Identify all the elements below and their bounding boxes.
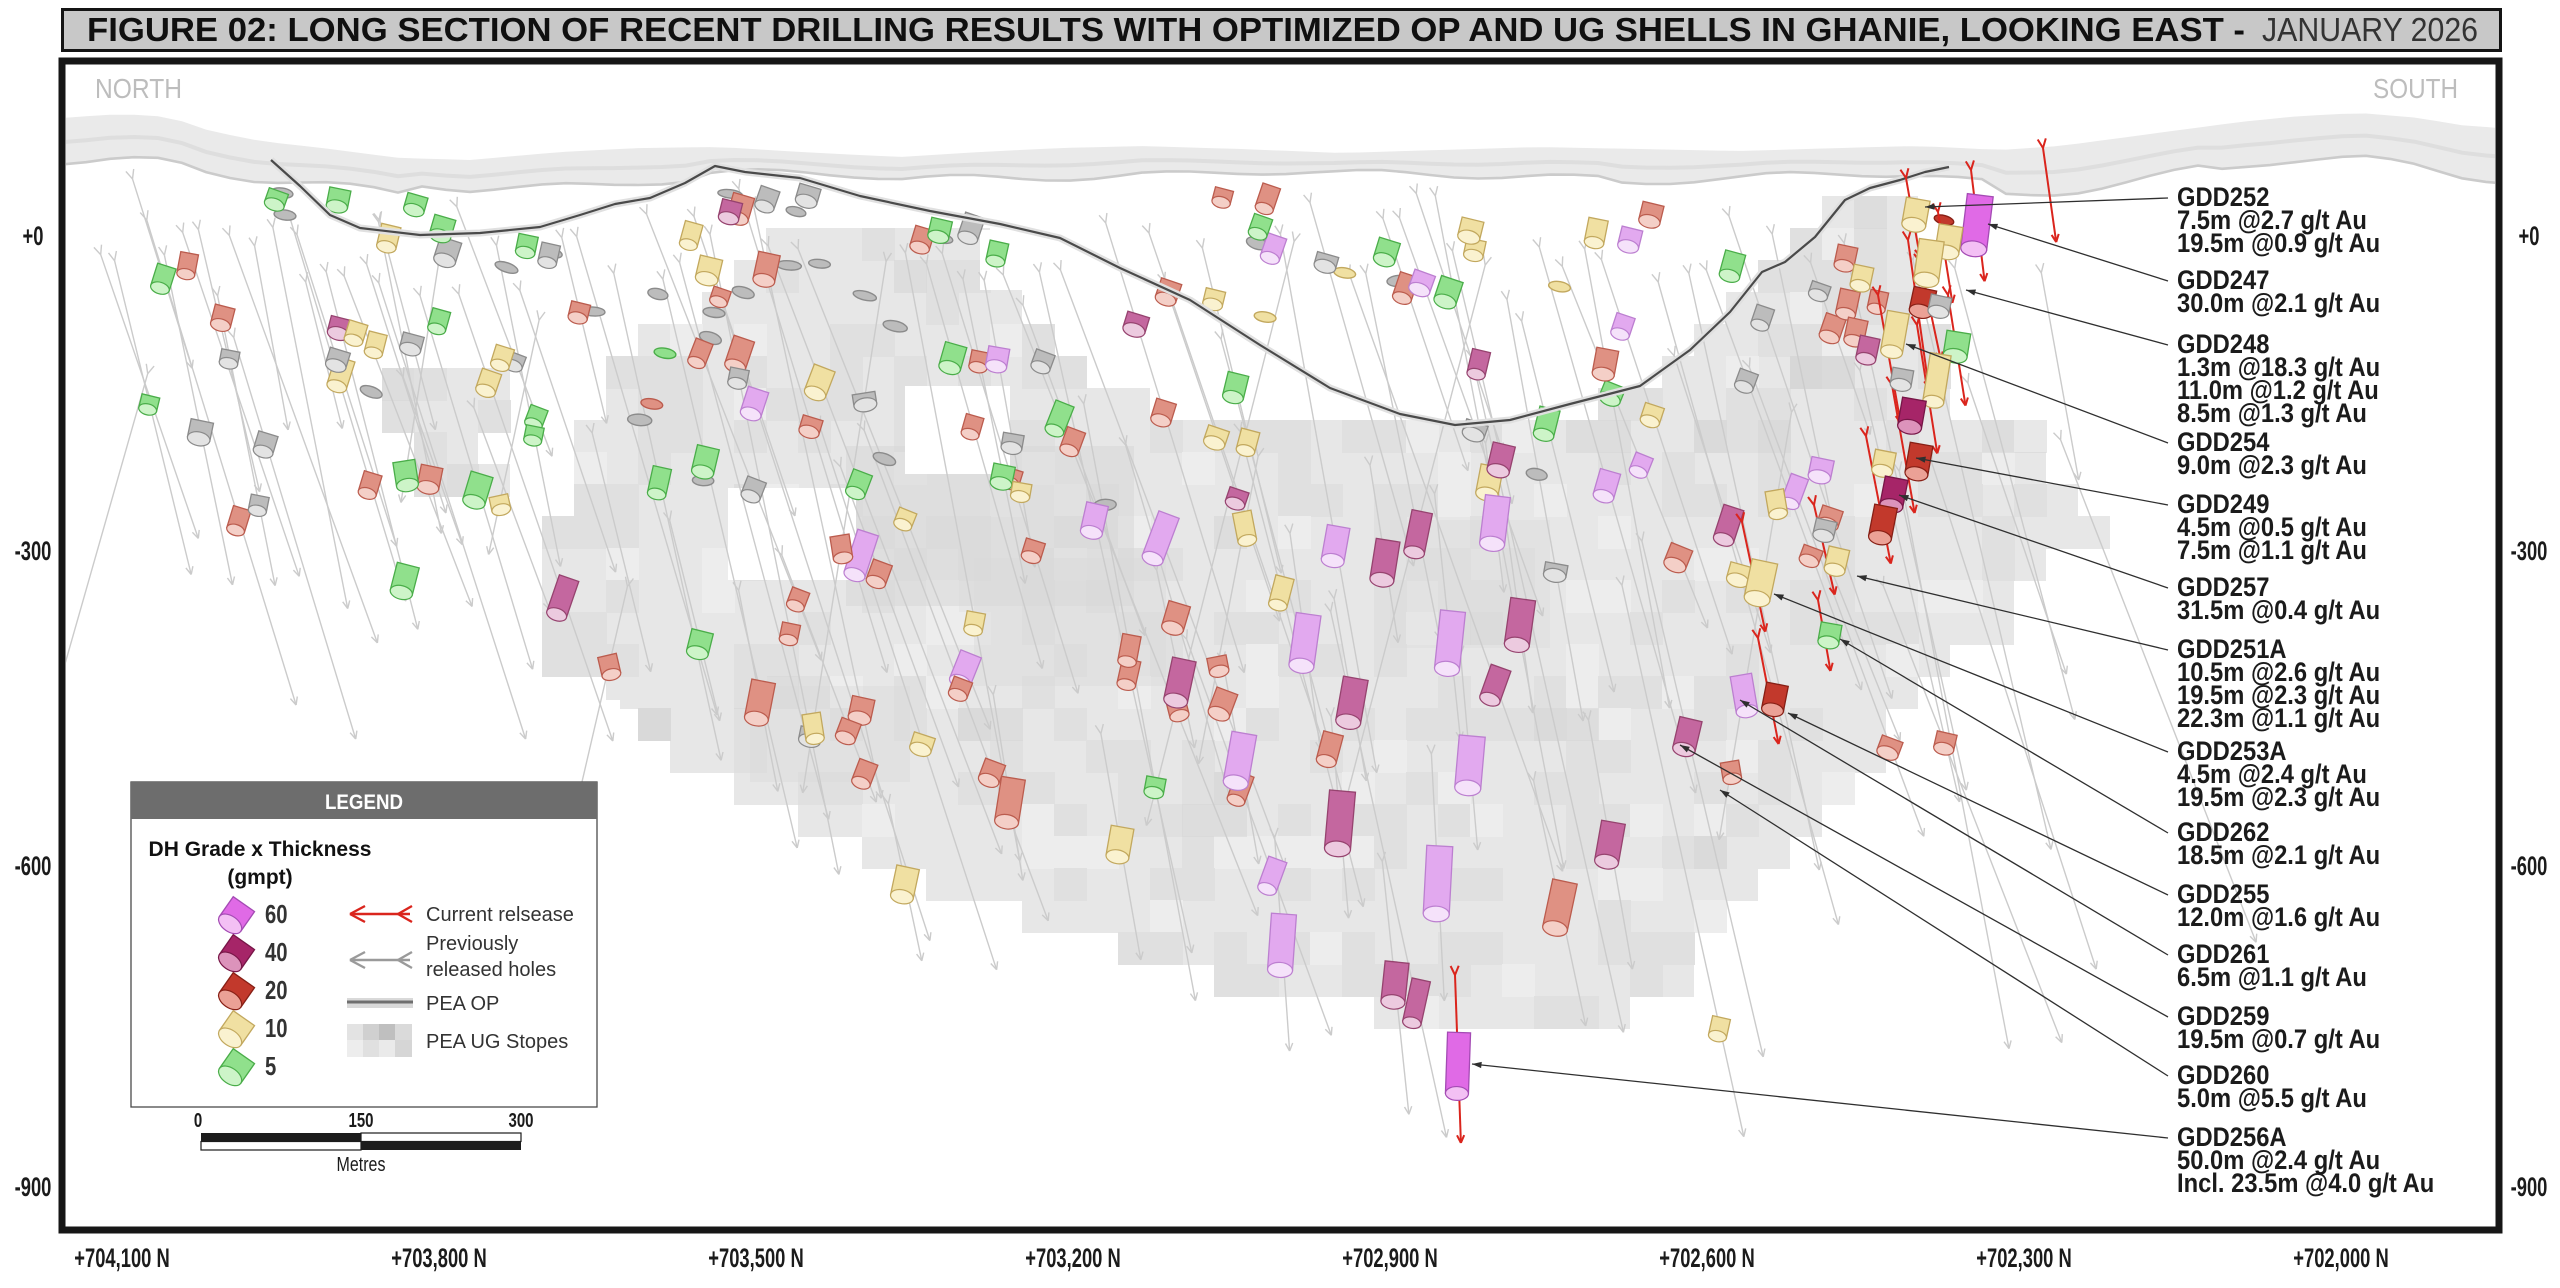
svg-text:-300: -300 [2511, 535, 2548, 565]
svg-text:150: 150 [348, 1109, 373, 1132]
svg-text:+702,300 N: +702,300 N [1976, 1242, 2071, 1272]
svg-text:(gmpt): (gmpt) [227, 866, 292, 889]
svg-text:GDD254: GDD254 [2177, 428, 2269, 458]
svg-text:PEA UG Stopes: PEA UG Stopes [426, 1031, 568, 1053]
svg-text:+702,000 N: +702,000 N [2293, 1242, 2388, 1272]
svg-text:8.5m @1.3 g/t Au: 8.5m @1.3 g/t Au [2177, 399, 2367, 429]
svg-text:19.5m @2.3 g/t Au: 19.5m @2.3 g/t Au [2177, 681, 2380, 711]
svg-text:11.0m @1.2 g/t Au: 11.0m @1.2 g/t Au [2177, 376, 2379, 406]
svg-text:PEA OP: PEA OP [426, 993, 499, 1015]
svg-text:GDD261: GDD261 [2177, 940, 2269, 970]
svg-text:+0: +0 [2519, 220, 2540, 250]
svg-text:FIGURE 02: LONG SECTION OF REC: FIGURE 02: LONG SECTION OF RECENT DRILLI… [87, 11, 2245, 48]
svg-text:5.0m @5.5 g/t Au: 5.0m @5.5 g/t Au [2177, 1084, 2367, 1114]
svg-text:-600: -600 [15, 850, 52, 880]
svg-text:GDD253A: GDD253A [2177, 737, 2287, 767]
svg-text:Incl. 23.5m @4.0 g/t Au: Incl. 23.5m @4.0 g/t Au [2177, 1169, 2434, 1199]
svg-text:1.3m @18.3 g/t Au: 1.3m @18.3 g/t Au [2177, 353, 2380, 383]
svg-text:9.0m @2.3 g/t Au: 9.0m @2.3 g/t Au [2177, 451, 2367, 481]
svg-text:+704,100 N: +704,100 N [74, 1242, 169, 1272]
svg-text:GDD259: GDD259 [2177, 1002, 2269, 1032]
svg-text:GDD248: GDD248 [2177, 330, 2269, 360]
svg-text:10.5m @2.6 g/t Au: 10.5m @2.6 g/t Au [2177, 658, 2380, 688]
svg-text:6.5m @1.1 g/t Au: 6.5m @1.1 g/t Au [2177, 963, 2367, 993]
svg-text:40: 40 [265, 938, 288, 967]
svg-text:GDD252: GDD252 [2177, 183, 2269, 213]
svg-text:-900: -900 [15, 1171, 52, 1201]
svg-text:+702,900 N: +702,900 N [1342, 1242, 1437, 1272]
svg-text:+703,800 N: +703,800 N [391, 1242, 486, 1272]
svg-text:GDD249: GDD249 [2177, 490, 2269, 520]
svg-text:GDD255: GDD255 [2177, 880, 2269, 910]
svg-text:Previously: Previously [426, 933, 518, 955]
svg-text:10: 10 [265, 1014, 288, 1043]
svg-text:+703,200 N: +703,200 N [1025, 1242, 1120, 1272]
svg-text:SOUTH: SOUTH [2373, 73, 2458, 104]
svg-text:18.5m @2.1 g/t Au: 18.5m @2.1 g/t Au [2177, 841, 2380, 871]
svg-text:Metres: Metres [337, 1153, 386, 1175]
svg-text:+702,600 N: +702,600 N [1659, 1242, 1754, 1272]
svg-text:19.5m @0.9 g/t Au: 19.5m @0.9 g/t Au [2177, 229, 2380, 259]
svg-text:-300: -300 [15, 535, 52, 565]
svg-text:19.5m @0.7 g/t Au: 19.5m @0.7 g/t Au [2177, 1025, 2380, 1055]
svg-text:5: 5 [265, 1052, 276, 1081]
svg-text:GDD257: GDD257 [2177, 573, 2269, 603]
svg-text:-600: -600 [2511, 850, 2548, 880]
svg-text:4.5m @0.5 g/t Au: 4.5m @0.5 g/t Au [2177, 513, 2367, 543]
svg-text:19.5m @2.3 g/t Au: 19.5m @2.3 g/t Au [2177, 783, 2380, 813]
svg-text:20: 20 [265, 976, 288, 1005]
svg-text:DH Grade x Thickness: DH Grade x Thickness [149, 838, 372, 861]
svg-text:GDD247: GDD247 [2177, 266, 2269, 296]
svg-text:GDD260: GDD260 [2177, 1061, 2269, 1091]
svg-text:released holes: released holes [426, 959, 556, 981]
svg-text:+0: +0 [23, 220, 44, 250]
svg-text:12.0m @1.6 g/t Au: 12.0m @1.6 g/t Au [2177, 903, 2380, 933]
svg-text:7.5m @2.7 g/t Au: 7.5m @2.7 g/t Au [2177, 206, 2367, 236]
svg-text:LEGEND: LEGEND [325, 791, 403, 814]
svg-text:30.0m @2.1 g/t Au: 30.0m @2.1 g/t Au [2177, 289, 2380, 319]
svg-text:Current relsease: Current relsease [426, 904, 574, 926]
svg-text:JANUARY 2026: JANUARY 2026 [2262, 11, 2478, 48]
svg-text:300: 300 [508, 1109, 533, 1132]
svg-text:4.5m @2.4 g/t Au: 4.5m @2.4 g/t Au [2177, 760, 2367, 790]
svg-text:50.0m @2.4 g/t Au: 50.0m @2.4 g/t Au [2177, 1146, 2380, 1176]
svg-text:60: 60 [265, 900, 288, 929]
svg-text:31.5m @0.4 g/t Au: 31.5m @0.4 g/t Au [2177, 596, 2380, 626]
svg-text:0: 0 [194, 1109, 202, 1132]
svg-text:GDD256A: GDD256A [2177, 1123, 2287, 1153]
svg-text:NORTH: NORTH [95, 73, 182, 104]
svg-text:7.5m @1.1 g/t Au: 7.5m @1.1 g/t Au [2177, 536, 2367, 566]
svg-text:GDD251A: GDD251A [2177, 635, 2287, 665]
svg-text:GDD262: GDD262 [2177, 818, 2269, 848]
svg-text:+703,500 N: +703,500 N [708, 1242, 803, 1272]
svg-text:22.3m @1.1 g/t Au: 22.3m @1.1 g/t Au [2177, 704, 2380, 734]
svg-text:-900: -900 [2511, 1171, 2548, 1201]
